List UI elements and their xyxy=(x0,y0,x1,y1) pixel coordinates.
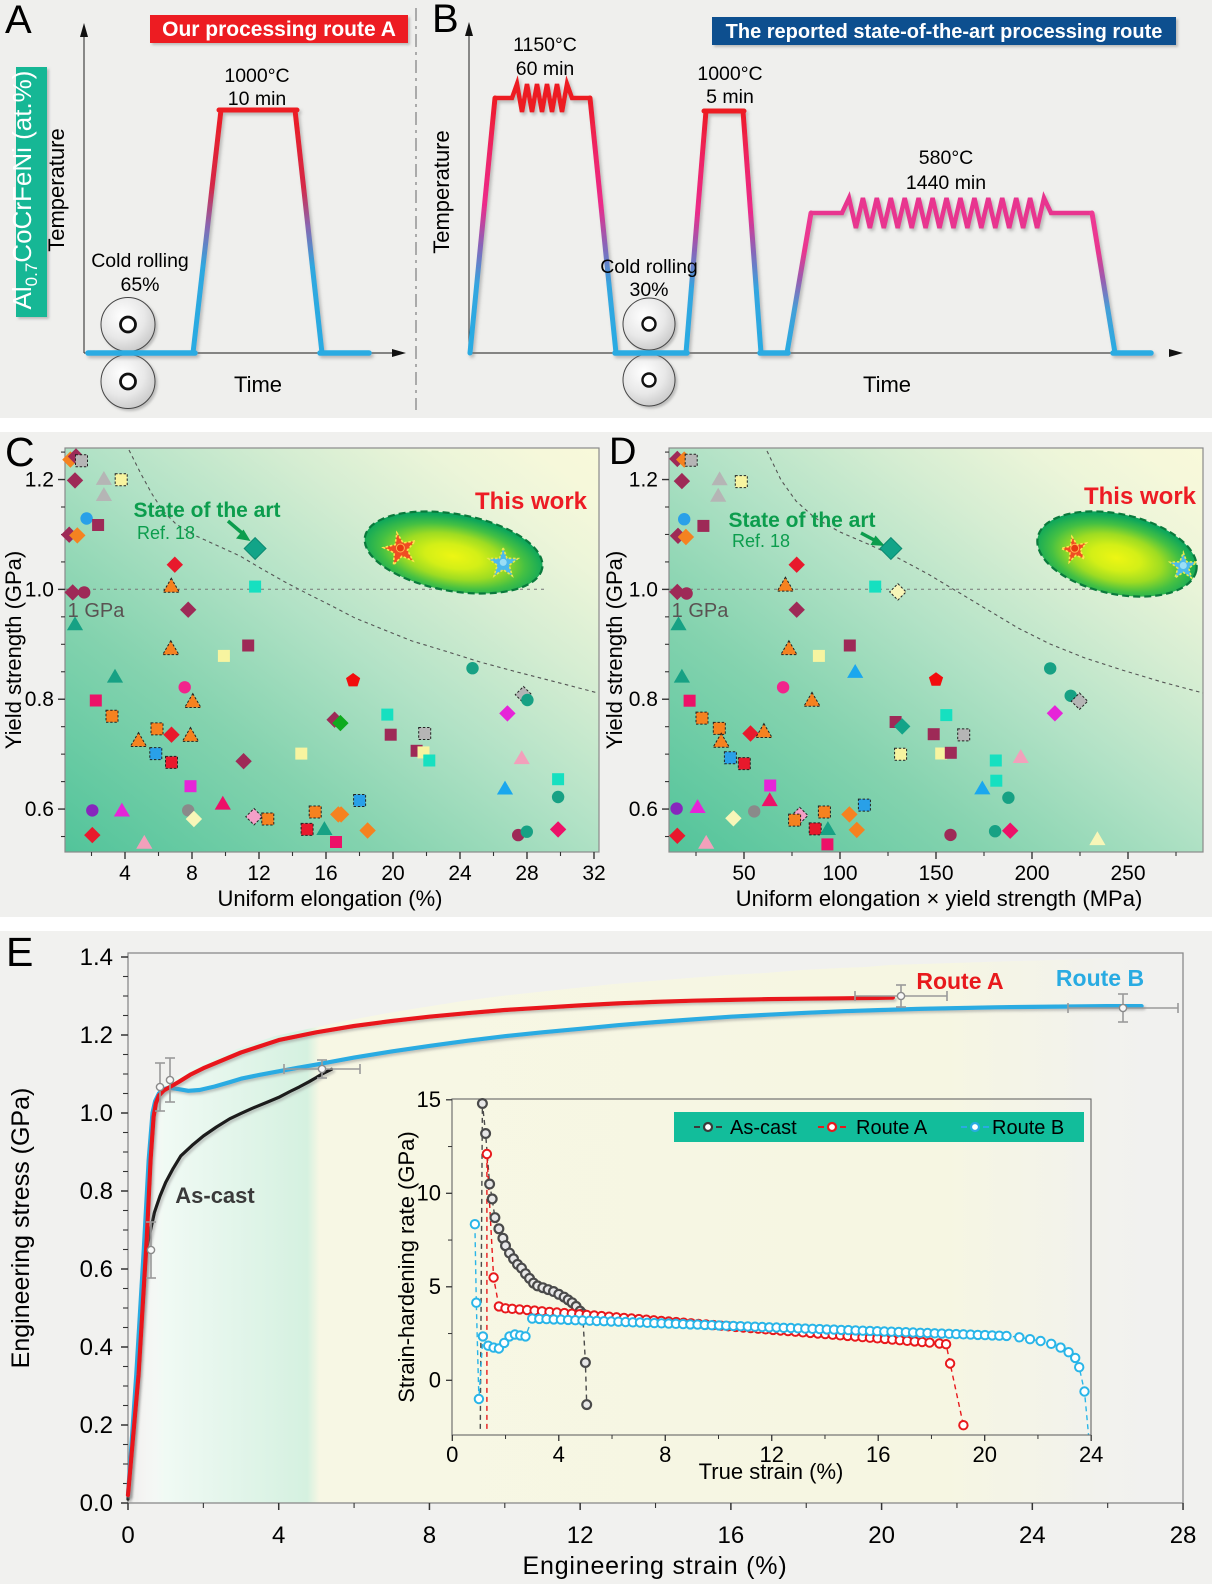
svg-text:50: 50 xyxy=(732,862,755,885)
svg-text:1.2: 1.2 xyxy=(80,1022,113,1049)
svg-text:8: 8 xyxy=(186,862,198,885)
svg-text:This work: This work xyxy=(475,488,588,515)
svg-text:0.6: 0.6 xyxy=(629,798,658,821)
svg-text:State of the art: State of the art xyxy=(133,499,280,522)
svg-text:28: 28 xyxy=(1170,1522,1197,1549)
svg-text:0.6: 0.6 xyxy=(80,1256,113,1283)
svg-text:0.6: 0.6 xyxy=(25,798,54,821)
svg-text:Route B: Route B xyxy=(1056,965,1144,991)
svg-text:32: 32 xyxy=(582,862,605,885)
svg-text:D: D xyxy=(609,431,636,473)
svg-text:Route A: Route A xyxy=(856,1117,928,1139)
svg-text:Temperature: Temperature xyxy=(429,130,454,254)
svg-text:0.0: 0.0 xyxy=(80,1490,113,1517)
svg-text:4: 4 xyxy=(119,862,131,885)
svg-text:0.4: 0.4 xyxy=(80,1334,113,1361)
svg-text:Engineering stress (GPa): Engineering stress (GPa) xyxy=(7,1088,35,1369)
svg-text:State of the art: State of the art xyxy=(728,509,875,532)
svg-text:Route B: Route B xyxy=(992,1117,1064,1139)
svg-text:65%: 65% xyxy=(120,274,159,296)
svg-text:1.2: 1.2 xyxy=(25,469,54,492)
svg-text:20: 20 xyxy=(868,1522,895,1549)
svg-text:580°C: 580°C xyxy=(919,147,973,169)
svg-text:Route A: Route A xyxy=(916,968,1003,994)
svg-text:12: 12 xyxy=(247,862,270,885)
svg-text:60 min: 60 min xyxy=(516,58,575,80)
svg-text:1.0: 1.0 xyxy=(629,578,658,601)
svg-text:Strain-hardening rate (GPa): Strain-hardening rate (GPa) xyxy=(394,1131,419,1402)
svg-text:20: 20 xyxy=(972,1442,996,1467)
svg-text:100: 100 xyxy=(822,862,857,885)
svg-text:Time: Time xyxy=(863,372,911,397)
svg-text:As-cast: As-cast xyxy=(730,1117,797,1139)
svg-text:10 min: 10 min xyxy=(228,88,287,110)
svg-text:Ref. 18: Ref. 18 xyxy=(732,531,790,551)
svg-text:16: 16 xyxy=(866,1442,890,1467)
svg-text:This work: This work xyxy=(1084,483,1197,510)
svg-text:5 min: 5 min xyxy=(706,86,754,108)
svg-text:8: 8 xyxy=(659,1442,671,1467)
svg-text:4: 4 xyxy=(272,1522,285,1549)
svg-text:20: 20 xyxy=(381,862,404,885)
svg-text:0: 0 xyxy=(121,1522,134,1549)
svg-text:Yield strength (GPa): Yield strength (GPa) xyxy=(1,551,26,750)
svg-text:Uniform elongation × yield str: Uniform elongation × yield strength (MPa… xyxy=(736,886,1143,911)
svg-text:Engineering strain (%): Engineering strain (%) xyxy=(523,1552,788,1580)
svg-text:0: 0 xyxy=(446,1442,458,1467)
svg-text:0.8: 0.8 xyxy=(80,1178,113,1205)
svg-text:30%: 30% xyxy=(629,279,668,301)
svg-text:250: 250 xyxy=(1110,862,1145,885)
svg-text:1.2: 1.2 xyxy=(629,469,658,492)
svg-text:12: 12 xyxy=(567,1522,594,1549)
svg-text:4: 4 xyxy=(553,1442,565,1467)
svg-text:10: 10 xyxy=(417,1180,441,1205)
svg-text:8: 8 xyxy=(423,1522,436,1549)
svg-text:200: 200 xyxy=(1014,862,1049,885)
svg-text:Ref. 18: Ref. 18 xyxy=(137,523,195,543)
svg-text:16: 16 xyxy=(314,862,337,885)
svg-text:1150°C: 1150°C xyxy=(513,34,577,56)
svg-text:150: 150 xyxy=(918,862,953,885)
svg-text:5: 5 xyxy=(429,1274,441,1299)
svg-text:E: E xyxy=(6,929,33,975)
svg-text:1000°C: 1000°C xyxy=(697,63,762,85)
svg-text:24: 24 xyxy=(448,862,472,885)
svg-text:As-cast: As-cast xyxy=(175,1183,255,1208)
svg-text:0.8: 0.8 xyxy=(629,688,658,711)
svg-text:Cold rolling: Cold rolling xyxy=(91,250,189,272)
svg-text:12: 12 xyxy=(759,1442,783,1467)
svg-text:True strain (%): True strain (%) xyxy=(699,1459,844,1484)
svg-text:1.0: 1.0 xyxy=(25,578,54,601)
svg-text:Cold rolling: Cold rolling xyxy=(600,256,698,278)
svg-text:A: A xyxy=(5,0,32,42)
svg-text:28: 28 xyxy=(515,862,538,885)
svg-text:1 GPa: 1 GPa xyxy=(68,600,126,622)
svg-text:1 GPa: 1 GPa xyxy=(672,600,730,622)
svg-text:24: 24 xyxy=(1079,1442,1103,1467)
svg-text:1.0: 1.0 xyxy=(80,1100,113,1127)
svg-text:Our processing route A: Our processing route A xyxy=(162,18,396,41)
svg-text:0: 0 xyxy=(429,1367,441,1392)
svg-text:The reported state-of-the-art: The reported state-of-the-art processing… xyxy=(726,21,1163,43)
svg-text:Uniform elongation (%): Uniform elongation (%) xyxy=(218,886,443,911)
svg-text:16: 16 xyxy=(718,1522,745,1549)
svg-text:1440 min: 1440 min xyxy=(906,172,986,194)
svg-text:Time: Time xyxy=(234,372,282,397)
svg-text:0.8: 0.8 xyxy=(25,688,54,711)
svg-text:C: C xyxy=(5,429,35,475)
svg-text:Al0.7CoCrFeNi (at.%): Al0.7CoCrFeNi (at.%) xyxy=(7,71,41,310)
svg-text:B: B xyxy=(432,0,459,41)
svg-text:24: 24 xyxy=(1019,1522,1046,1549)
svg-text:1.4: 1.4 xyxy=(80,944,113,971)
svg-text:0.2: 0.2 xyxy=(80,1412,113,1439)
svg-text:Temperature: Temperature xyxy=(44,128,69,252)
svg-text:1000°C: 1000°C xyxy=(224,65,289,87)
svg-text:Yield strength (GPa): Yield strength (GPa) xyxy=(602,551,627,750)
svg-text:15: 15 xyxy=(417,1087,441,1112)
